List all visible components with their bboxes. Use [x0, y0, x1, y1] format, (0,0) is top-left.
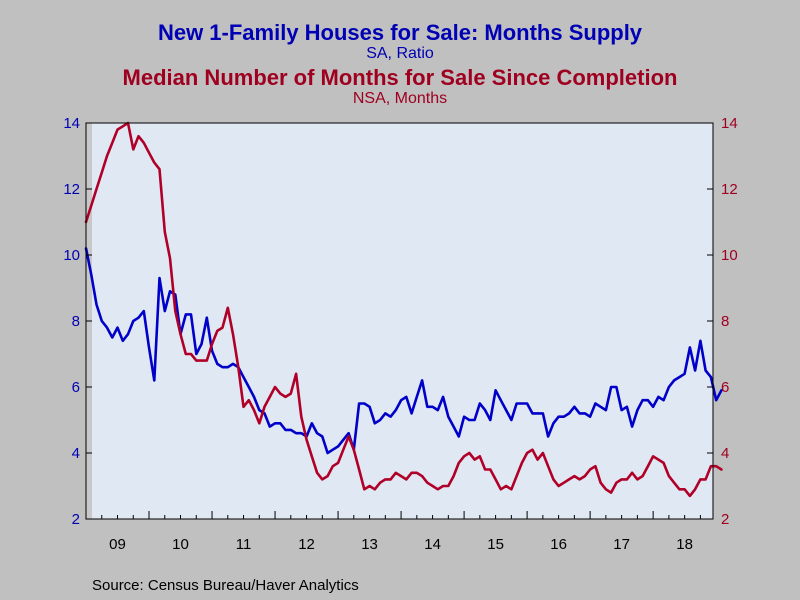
series-layer	[84, 121, 723, 498]
chart-title: Median Number of Months for Sale Since C…	[123, 65, 678, 90]
x-tick-label: 17	[613, 536, 630, 553]
y-left-tick-label: 6	[72, 379, 80, 396]
x-tick-label: 12	[298, 536, 315, 553]
months-supply-line	[84, 247, 723, 455]
y-right-tick-label: 12	[721, 181, 738, 198]
y-left-tick-label: 4	[72, 445, 80, 462]
y-right-tick-label: 8	[721, 313, 729, 330]
x-tick-label: 16	[550, 536, 567, 553]
y-left-tick-label: 12	[63, 181, 80, 198]
x-tick-label: 10	[172, 536, 189, 553]
y-left-tick-label: 2	[72, 511, 80, 528]
x-tick-label: 15	[487, 536, 504, 553]
x-tick-label: 14	[424, 536, 441, 553]
chart-titles: New 1-Family Houses for Sale: Months Sup…	[123, 20, 678, 107]
y-right-tick-label: 14	[721, 115, 738, 132]
y-left-tick-label: 8	[72, 313, 80, 330]
y-axis-left: 2 4 6 8 10 12 14	[63, 115, 92, 528]
plot-area	[86, 123, 713, 519]
chart-subtitle: SA, Ratio	[366, 45, 434, 62]
chart-subtitle: NSA, Months	[353, 90, 447, 107]
median-months-line	[84, 121, 723, 498]
y-right-tick-label: 4	[721, 445, 729, 462]
y-right-tick-label: 10	[721, 247, 738, 264]
y-axis-right: 2 4 6 8 10 12 14	[707, 115, 738, 528]
x-tick-label: 18	[676, 536, 693, 553]
x-tick-label: 11	[236, 536, 252, 553]
x-tick-label: 09	[109, 536, 126, 553]
x-axis: 09 10 11 12 13 14 15 16 17 18	[85, 511, 701, 553]
y-left-tick-label: 10	[63, 247, 80, 264]
source-note: Source: Census Bureau/Haver Analytics	[92, 577, 359, 594]
x-tick-label: 13	[361, 536, 378, 553]
y-left-tick-label: 14	[63, 115, 80, 132]
chart-title: New 1-Family Houses for Sale: Months Sup…	[158, 20, 643, 45]
y-right-tick-label: 6	[721, 379, 729, 396]
y-right-tick-label: 2	[721, 511, 729, 528]
